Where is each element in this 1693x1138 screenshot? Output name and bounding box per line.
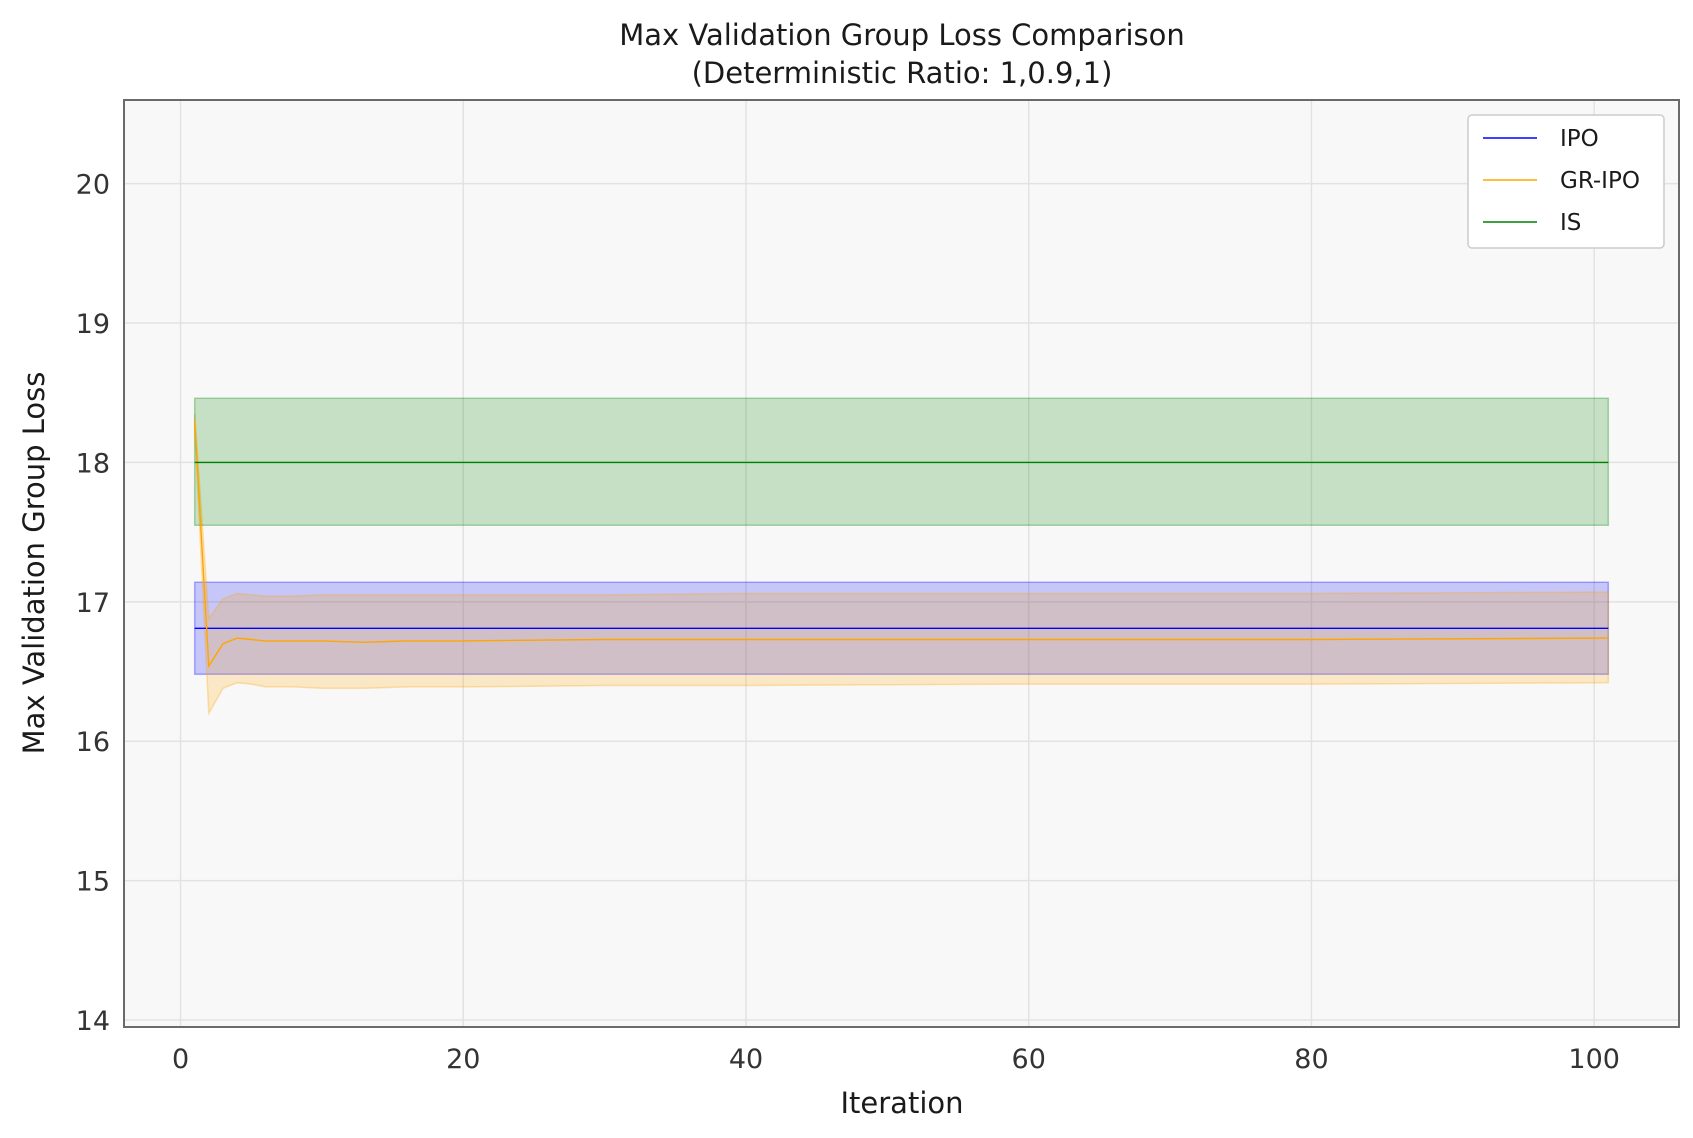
y-tick-label: 14 [76, 1006, 110, 1037]
plot-area [124, 100, 1679, 1027]
chart-title: Max Validation Group Loss Comparison [619, 18, 1185, 52]
legend-box [1467, 114, 1665, 249]
x-tick-label: 60 [1012, 1044, 1046, 1075]
y-tick-label: 15 [76, 867, 110, 898]
y-tick-label: 20 [76, 170, 110, 201]
y-axis-label: Max Validation Group Loss [17, 372, 51, 755]
x-tick-label: 40 [729, 1044, 763, 1075]
x-axis-label: Iteration [840, 1086, 963, 1120]
x-tick-label: 80 [1294, 1044, 1328, 1075]
y-tick-label: 18 [76, 448, 110, 479]
y-tick-label: 17 [76, 588, 110, 619]
chart-subtitle: (Deterministic Ratio: 1,0.9,1) [692, 56, 1113, 90]
line-gr-ipo [194, 420, 1609, 669]
legend-label-gr-ipo: GR-IPO [1560, 168, 1640, 194]
y-tick-label: 16 [76, 727, 110, 758]
band-gr-ipo [193, 413, 1610, 717]
plot-frame [123, 99, 1680, 1028]
series-lines [194, 420, 1609, 669]
legend: IPO GR-IPO IS [1467, 114, 1665, 249]
ticks: 0 20 40 60 80 100 14 15 16 17 18 19 20 [76, 170, 1620, 1075]
x-tick-label: 100 [1568, 1044, 1620, 1075]
y-tick-label: 19 [76, 309, 110, 340]
legend-label-ipo: IPO [1560, 126, 1599, 152]
x-tick-label: 20 [446, 1044, 480, 1075]
legend-label-is: IS [1560, 210, 1581, 236]
x-tick-label: 0 [172, 1044, 189, 1075]
